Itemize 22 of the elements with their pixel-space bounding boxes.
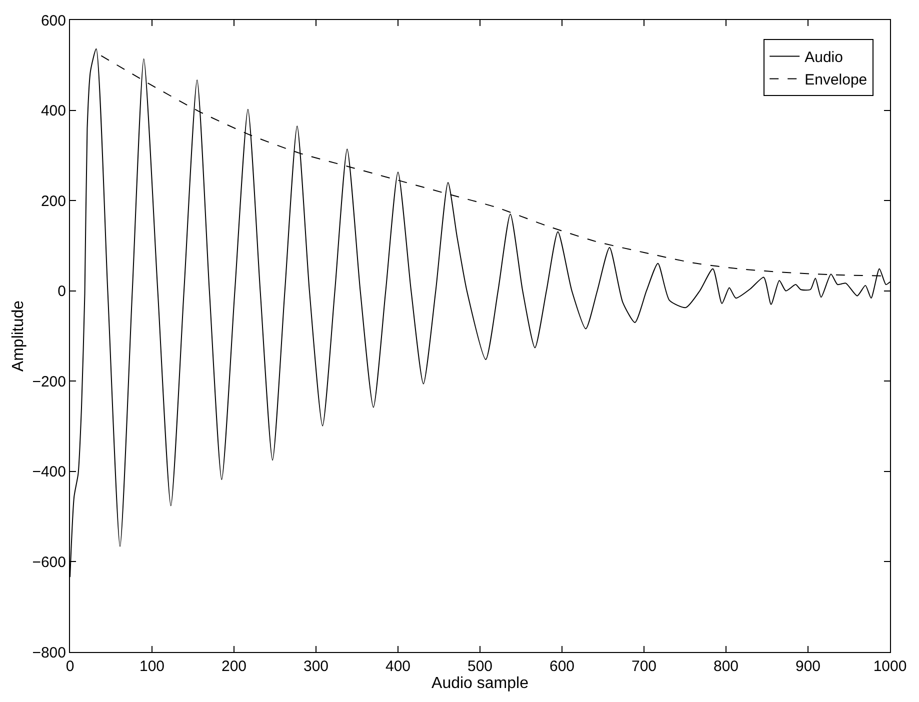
y-tick-label: −600 xyxy=(32,554,66,571)
y-tick-label: −400 xyxy=(32,464,66,481)
x-tick-label: 400 xyxy=(385,658,411,675)
x-tick-label: 200 xyxy=(221,658,247,675)
y-tick-label: 0 xyxy=(58,283,66,300)
y-axis-title: Amplitude xyxy=(10,300,28,372)
y-tick-label: 200 xyxy=(40,192,66,210)
y-tick-label: −800 xyxy=(32,644,66,662)
legend-label: Envelope xyxy=(804,72,868,89)
legend-label: Audio xyxy=(804,49,843,66)
x-tick-label: 100 xyxy=(139,658,165,675)
y-tick-label: −200 xyxy=(32,373,66,390)
x-tick-label: 900 xyxy=(795,658,821,675)
x-tick-label: 800 xyxy=(713,658,739,675)
x-tick-label: 700 xyxy=(631,658,657,675)
x-tick-label: 300 xyxy=(303,658,329,675)
y-tick-label: 400 xyxy=(40,102,66,120)
x-tick-label: 1000 xyxy=(873,658,907,675)
x-tick-label: 600 xyxy=(549,658,575,675)
x-tick-label: 500 xyxy=(467,658,493,675)
x-axis-title: Audio sample xyxy=(432,675,529,692)
y-tick-label: 600 xyxy=(40,12,66,30)
